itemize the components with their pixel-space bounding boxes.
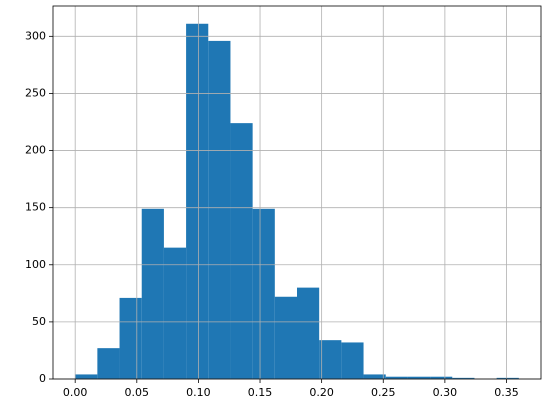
bar [208,40,231,380]
y-tick-label: 300 [25,29,46,42]
x-tick-label: 0.05 [125,386,150,399]
bar [186,23,209,380]
bar [75,374,98,379]
bar [319,340,342,379]
bar [430,376,453,379]
bar [452,377,475,379]
x-tick-label: 0.20 [309,386,334,399]
y-tick-label: 150 [25,201,46,214]
plot-frame [52,5,542,380]
bar [97,348,120,379]
bar [363,374,386,379]
x-tick-label: 0.10 [186,386,211,399]
x-tick-label: 0.30 [433,386,458,399]
bar [274,296,297,379]
bar [407,376,431,379]
x-tick-label: 0.15 [248,386,273,399]
bar [385,376,408,379]
x-tick-label: 0.00 [63,386,88,399]
y-tick-label: 0 [39,372,46,385]
bar [341,342,364,379]
y-tick-label: 50 [32,315,46,328]
y-tick-label: 250 [25,86,46,99]
bar [119,297,142,379]
bar [297,287,320,379]
x-tick-label: 0.25 [371,386,396,399]
bar [252,208,275,379]
bar [163,247,187,379]
x-tick-label: 0.35 [494,386,519,399]
bar [141,208,164,379]
bar [230,123,253,379]
y-tick-label: 100 [25,258,46,271]
y-tick-label: 200 [25,144,46,157]
bar [496,377,519,379]
